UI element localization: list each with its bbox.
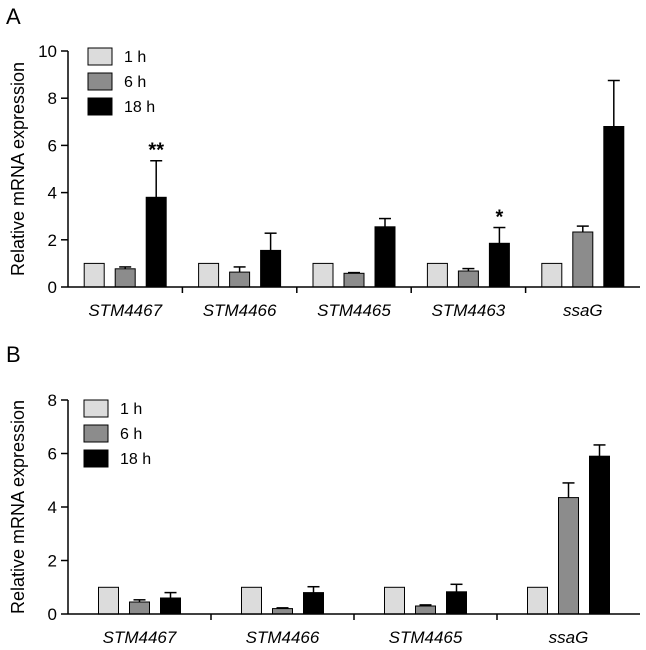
panel-a: A Relative mRNA expression STM4467 STM4466… — [6, 4, 640, 320]
bar — [229, 271, 251, 288]
category-label: STM4467 — [88, 301, 162, 320]
bar — [589, 455, 610, 615]
legend-label: 18 h — [120, 451, 151, 468]
bar — [572, 231, 594, 288]
category-label: ssaG — [549, 628, 589, 647]
y-tick-label: 6 — [48, 136, 57, 155]
y-axis-title: Relative mRNA expression — [8, 62, 28, 276]
bar — [446, 591, 467, 615]
bar — [488, 242, 510, 288]
bar — [415, 605, 436, 615]
bar — [114, 268, 136, 288]
bar — [312, 262, 334, 288]
bar — [272, 608, 293, 615]
bar — [129, 601, 150, 615]
legend-label: 6 h — [120, 426, 142, 443]
y-tick-label: 0 — [48, 605, 57, 624]
legend-label: 6 h — [124, 74, 146, 91]
significance-annotation: * — [496, 207, 504, 229]
y-tick-label: 2 — [48, 231, 57, 250]
legend-swatch — [83, 449, 109, 468]
bar — [384, 586, 405, 615]
bar — [160, 597, 181, 615]
y-tick-label: 10 — [38, 42, 57, 61]
bar — [198, 262, 220, 288]
legend-label: 1 h — [120, 401, 142, 418]
bar — [343, 272, 365, 288]
significance-annotation: ** — [148, 140, 164, 162]
category-label: STM4463 — [432, 301, 506, 320]
bar — [83, 262, 105, 288]
category-label: STM4465 — [317, 301, 391, 320]
bar — [98, 586, 119, 615]
bar — [426, 262, 448, 288]
legend-swatch — [87, 47, 113, 66]
bar — [374, 226, 396, 288]
category-label: STM4466 — [246, 628, 320, 647]
bar — [558, 497, 579, 615]
bar — [303, 592, 324, 615]
bar — [241, 586, 262, 615]
y-axis-title: Relative mRNA expression — [8, 400, 28, 614]
legend-swatch — [87, 97, 113, 116]
y-tick-label: 6 — [48, 445, 57, 464]
bar — [603, 126, 625, 288]
legend-label: 18 h — [124, 99, 155, 116]
category-label: STM4465 — [389, 628, 463, 647]
category-label: STM4467 — [103, 628, 177, 647]
category-label: ssaG — [563, 301, 603, 320]
bar — [260, 249, 282, 288]
legend-label: 1 h — [124, 49, 146, 66]
bar — [145, 196, 167, 288]
panel-b-letter: B — [6, 342, 21, 367]
bar — [527, 586, 548, 615]
y-tick-label: 4 — [48, 498, 57, 517]
legend-swatch — [83, 399, 109, 418]
y-tick-label: 8 — [48, 391, 57, 410]
legend-swatch — [87, 72, 113, 91]
bar — [457, 270, 479, 288]
y-tick-label: 0 — [48, 278, 57, 297]
y-tick-label: 8 — [48, 89, 57, 108]
y-tick-label: 4 — [48, 184, 57, 203]
panel-a-letter: A — [6, 4, 21, 29]
bar — [541, 262, 563, 288]
category-label: STM4466 — [203, 301, 277, 320]
y-tick-label: 2 — [48, 552, 57, 571]
panel-b: B Relative mRNA expression STM4467 STM4466… — [6, 342, 640, 647]
legend-swatch — [83, 424, 109, 443]
